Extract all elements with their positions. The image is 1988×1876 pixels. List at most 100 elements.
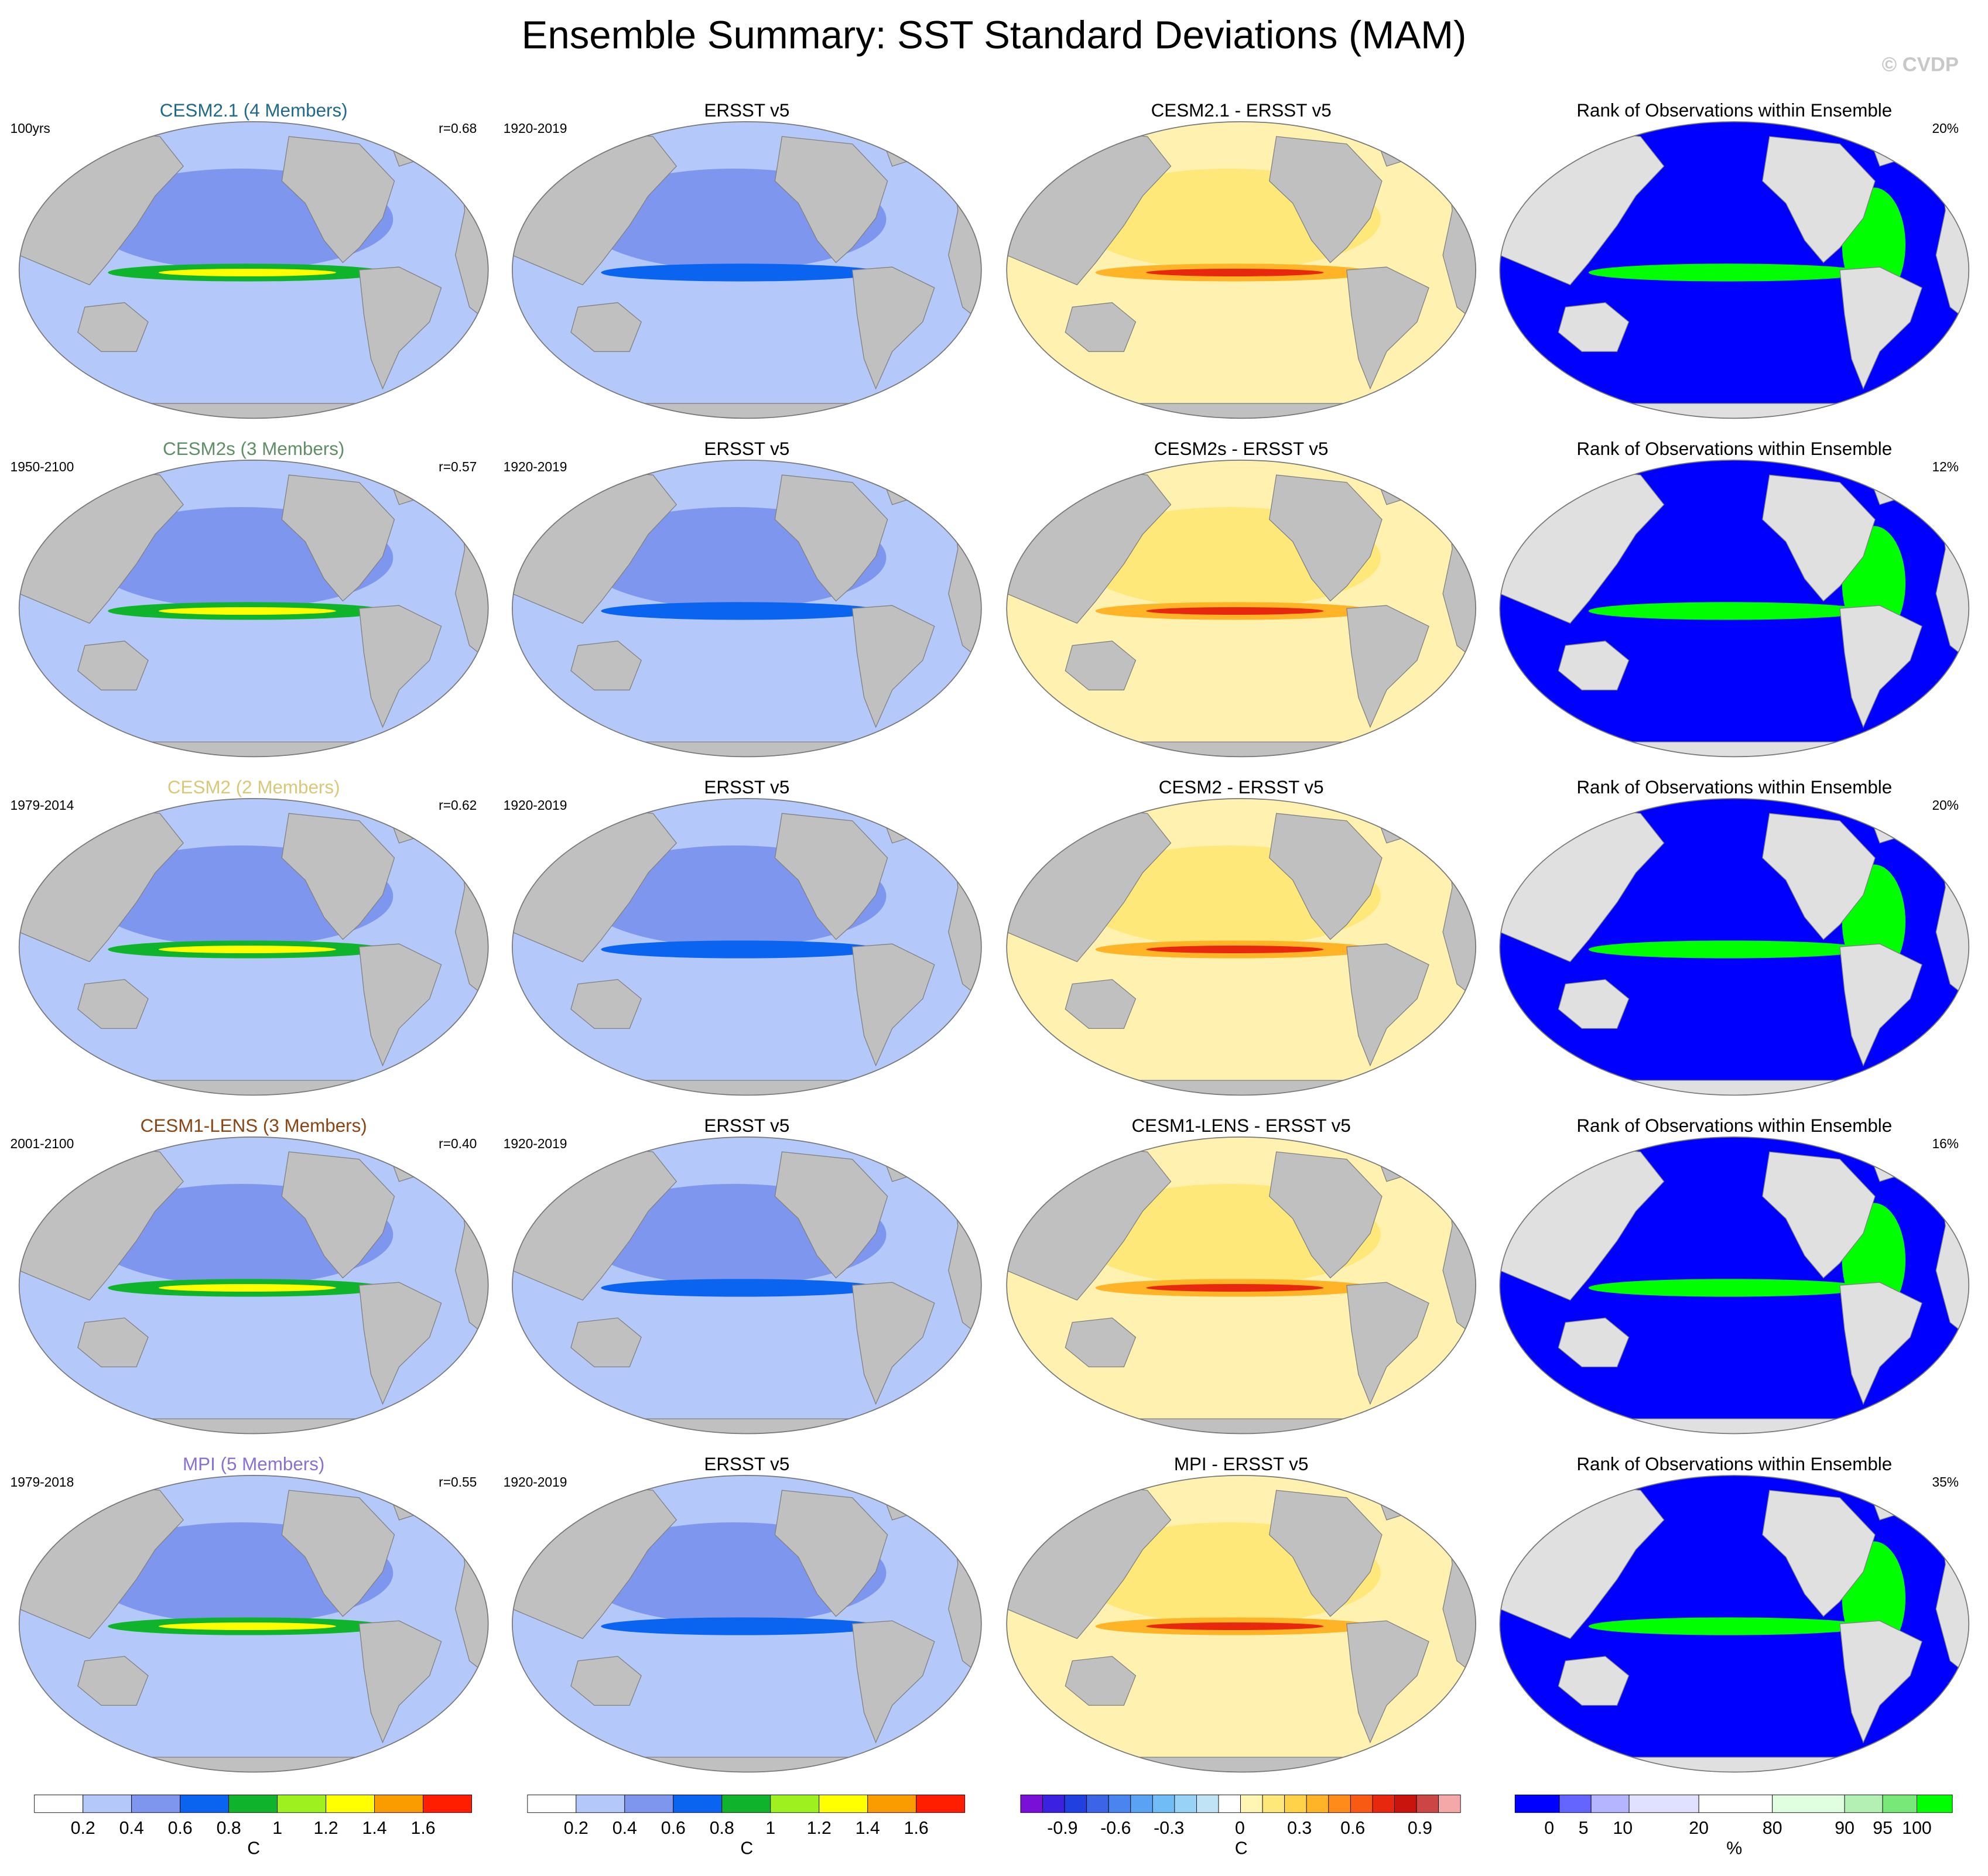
land bbox=[1007, 403, 1476, 419]
land bbox=[1762, 1490, 1876, 1617]
colorbar-box bbox=[1882, 1795, 1917, 1813]
land bbox=[1007, 1418, 1476, 1434]
percent-label: 20% bbox=[1932, 121, 1958, 136]
ocean-band bbox=[1588, 263, 1868, 282]
colorbar-box bbox=[527, 1795, 577, 1813]
panel-title: ERSST v5 bbox=[704, 439, 789, 459]
map-border bbox=[511, 1136, 982, 1435]
colorbar-box bbox=[1350, 1795, 1373, 1813]
land bbox=[281, 136, 395, 263]
ocean-band bbox=[1588, 940, 1868, 958]
map bbox=[19, 460, 488, 757]
colorbar-label: 1.6 bbox=[411, 1819, 436, 1838]
map bbox=[1007, 121, 1476, 419]
colorbar-box bbox=[1086, 1795, 1109, 1813]
land bbox=[19, 1757, 488, 1772]
land bbox=[1839, 943, 1922, 1067]
colorbar-box bbox=[867, 1795, 917, 1813]
ocean-band bbox=[1588, 1617, 1868, 1635]
panel-title: CESM2.1 (4 Members) bbox=[160, 100, 348, 121]
land bbox=[1346, 943, 1429, 1067]
land bbox=[19, 741, 488, 757]
ocean-band bbox=[601, 602, 880, 620]
land bbox=[512, 1418, 981, 1434]
panel-title: ERSST v5 bbox=[704, 777, 789, 797]
ocean-band bbox=[601, 940, 880, 958]
colorbar-box bbox=[1917, 1795, 1953, 1813]
ocean-band bbox=[158, 268, 336, 276]
land bbox=[1839, 1282, 1922, 1405]
correlation-label: r=0.55 bbox=[439, 1474, 477, 1490]
land bbox=[1269, 136, 1383, 263]
ocean-band bbox=[1146, 1284, 1324, 1292]
colorbar-box bbox=[1628, 1795, 1699, 1813]
colorbar-box bbox=[1394, 1795, 1417, 1813]
correlation-label: r=0.57 bbox=[439, 459, 477, 474]
colorbar-label: -0.3 bbox=[1154, 1819, 1184, 1838]
colorbar-label: 0.6 bbox=[1340, 1819, 1365, 1838]
map-border bbox=[1499, 1475, 1970, 1773]
land bbox=[1269, 474, 1383, 602]
land bbox=[77, 641, 149, 691]
colorbar-unit: C bbox=[247, 1839, 260, 1858]
map bbox=[1500, 1136, 1969, 1434]
colorbar-box bbox=[1130, 1795, 1153, 1813]
colorbar-box bbox=[1196, 1795, 1219, 1813]
colorbar-box bbox=[1416, 1795, 1439, 1813]
land bbox=[1065, 641, 1137, 691]
ocean-band bbox=[601, 263, 880, 282]
land bbox=[77, 1317, 149, 1368]
colorbar-box bbox=[1514, 1795, 1560, 1813]
land bbox=[1558, 979, 1630, 1029]
land bbox=[570, 1317, 642, 1368]
land bbox=[1065, 1317, 1137, 1368]
colorbar-label: 0.2 bbox=[564, 1819, 588, 1838]
colorbar-box bbox=[277, 1795, 327, 1813]
land bbox=[851, 943, 935, 1067]
colorbar-label: 0.8 bbox=[710, 1819, 734, 1838]
land bbox=[512, 1080, 981, 1096]
colorbar-unit: % bbox=[1726, 1839, 1742, 1858]
panel-title: CESM2 - ERSST v5 bbox=[1159, 777, 1324, 797]
map bbox=[1007, 1136, 1476, 1434]
land bbox=[358, 1620, 442, 1744]
land bbox=[774, 813, 888, 940]
land bbox=[19, 1080, 488, 1096]
land bbox=[774, 1151, 888, 1279]
colorbar-label: 80 bbox=[1763, 1819, 1782, 1838]
colorbar-label: 0.8 bbox=[217, 1819, 241, 1838]
map-border bbox=[511, 797, 982, 1096]
map bbox=[1007, 1475, 1476, 1772]
colorbar-box bbox=[1020, 1795, 1043, 1813]
ocean-band bbox=[1146, 1622, 1324, 1631]
colorbar-label: 0.4 bbox=[613, 1819, 637, 1838]
period-label: 1950-2100 bbox=[11, 459, 74, 474]
colorbar-label: 1.6 bbox=[904, 1819, 929, 1838]
colorbar-label: 0.2 bbox=[71, 1819, 95, 1838]
land bbox=[1007, 1757, 1476, 1772]
colorbar-label: 90 bbox=[1835, 1819, 1854, 1838]
land bbox=[358, 266, 442, 390]
land bbox=[1839, 266, 1922, 390]
land bbox=[851, 266, 935, 390]
map-border bbox=[1499, 1136, 1970, 1435]
colorbar-label: 0.6 bbox=[168, 1819, 193, 1838]
land bbox=[358, 1282, 442, 1405]
colorbar-box bbox=[1174, 1795, 1197, 1813]
land bbox=[512, 1757, 981, 1772]
colorbar-label: 1 bbox=[272, 1819, 282, 1838]
map-border bbox=[1006, 459, 1477, 758]
land bbox=[1346, 605, 1429, 728]
land bbox=[358, 605, 442, 728]
panel-title: CESM2s (3 Members) bbox=[163, 439, 344, 459]
map-border bbox=[18, 459, 489, 758]
colorbar-label: 10 bbox=[1613, 1819, 1633, 1838]
land bbox=[1500, 1080, 1969, 1096]
colorbar-label: -0.6 bbox=[1100, 1819, 1131, 1838]
land bbox=[774, 474, 888, 602]
ocean-band bbox=[1588, 1279, 1868, 1297]
colorbar-label: 20 bbox=[1689, 1819, 1709, 1838]
land bbox=[1007, 741, 1476, 757]
colorbar-box bbox=[576, 1795, 625, 1813]
period-label: 100yrs bbox=[11, 121, 50, 136]
